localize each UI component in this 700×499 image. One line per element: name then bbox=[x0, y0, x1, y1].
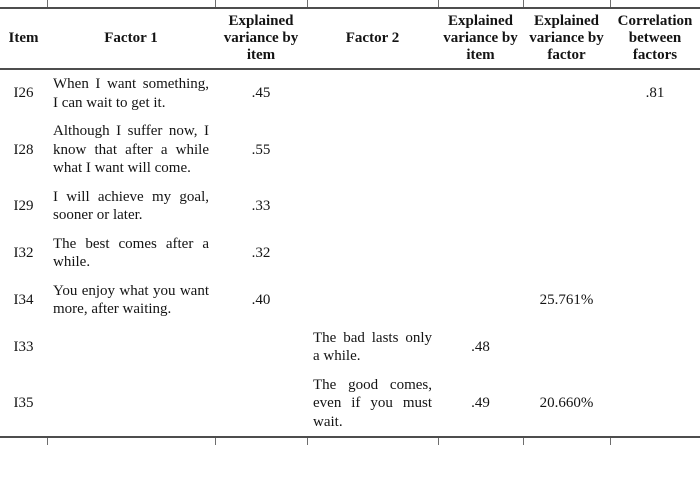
table-row: I33 The bad lasts only a while. .48 bbox=[0, 324, 700, 371]
factor2-statement: The good comes, even if you must wait. bbox=[307, 370, 438, 438]
table-row: I34 You enjoy what you want more, after … bbox=[0, 277, 700, 324]
explained-variance-item2-value bbox=[438, 183, 523, 230]
table-header: Item Factor 1 Explained variance by item… bbox=[0, 7, 700, 70]
explained-variance-item2-value bbox=[438, 230, 523, 277]
factor1-statement bbox=[47, 324, 215, 371]
correlation-value bbox=[610, 230, 700, 277]
explained-variance-item2-value bbox=[438, 117, 523, 183]
explained-variance-factor-value bbox=[523, 69, 610, 117]
explained-variance-item2-value bbox=[438, 69, 523, 117]
factor2-statement bbox=[307, 69, 438, 117]
factor1-statement: When I want something, I can wait to get… bbox=[53, 76, 209, 111]
explained-variance-item2-value: .49 bbox=[438, 370, 523, 438]
header-row: Item Factor 1 Explained variance by item… bbox=[0, 7, 700, 70]
item-id: I33 bbox=[13, 338, 34, 355]
column-tick bbox=[610, 0, 611, 7]
explained-variance-item1-value: .40 bbox=[251, 291, 271, 308]
explained-variance-factor-value: 25.761% bbox=[539, 291, 594, 308]
explained-variance-item2-value: .48 bbox=[471, 338, 490, 355]
col-header-factor1: Factor 1 bbox=[47, 7, 215, 70]
column-tick bbox=[523, 0, 524, 7]
explained-variance-item2-value bbox=[438, 277, 523, 324]
table-row: I28 Although I suffer now, I know that a… bbox=[0, 117, 700, 183]
factor1-statement: Although I suffer now, I know that after… bbox=[53, 123, 209, 176]
explained-variance-item1-value: .32 bbox=[251, 244, 271, 261]
item-id: I32 bbox=[13, 244, 34, 261]
table-row: I35 The good comes, even if you must wai… bbox=[0, 370, 700, 438]
factor2-statement bbox=[307, 277, 438, 324]
correlation-value bbox=[610, 183, 700, 230]
col-header-explained-variance-item2: Explained variance by item bbox=[438, 7, 523, 70]
explained-variance-factor-value bbox=[523, 183, 610, 230]
factor2-statement bbox=[307, 230, 438, 277]
item-id: I28 bbox=[13, 141, 34, 158]
explained-variance-item1-value: .33 bbox=[251, 197, 271, 214]
column-tick bbox=[523, 438, 524, 445]
correlation-value bbox=[610, 370, 700, 438]
column-tick bbox=[610, 438, 611, 445]
explained-variance-item1-value bbox=[215, 370, 307, 438]
column-tick bbox=[438, 0, 439, 7]
col-header-item: Item bbox=[0, 7, 47, 70]
factor2-statement: The bad lasts only a while. bbox=[313, 329, 432, 365]
col-header-correlation-between-factors: Correlation between factors bbox=[610, 7, 700, 70]
col-header-explained-variance-item1: Explained variance by item bbox=[215, 7, 307, 70]
explained-variance-factor-value bbox=[523, 230, 610, 277]
explained-variance-item1-value: .45 bbox=[251, 85, 271, 102]
item-id: I26 bbox=[13, 85, 34, 102]
column-tick bbox=[215, 438, 216, 445]
column-tick bbox=[307, 438, 308, 445]
correlation-value bbox=[610, 277, 700, 324]
col-header-explained-variance-factor: Explained variance by factor bbox=[523, 7, 610, 70]
explained-variance-factor-value: 20.660% bbox=[523, 370, 610, 438]
item-id: I34 bbox=[13, 291, 34, 308]
bottom-column-ticks bbox=[0, 438, 700, 445]
col-header-factor2: Factor 2 bbox=[307, 7, 438, 70]
item-id: I29 bbox=[13, 197, 34, 214]
correlation-value bbox=[610, 324, 700, 371]
column-tick bbox=[307, 0, 308, 7]
factor1-statement: The best comes after a while. bbox=[53, 235, 209, 271]
table-row: I32 The best comes after a while. .32 bbox=[0, 230, 700, 277]
column-tick bbox=[438, 438, 439, 445]
column-tick bbox=[47, 0, 48, 7]
column-tick bbox=[215, 0, 216, 7]
explained-variance-item1-value: .55 bbox=[251, 141, 271, 158]
factor1-statement: I will achieve my goal, sooner or later. bbox=[53, 188, 209, 224]
column-tick bbox=[47, 438, 48, 445]
explained-variance-item1-value bbox=[215, 324, 307, 371]
factor2-statement bbox=[307, 183, 438, 230]
factor1-statement bbox=[47, 370, 215, 438]
table-body: I26 When I want something, I can wait to… bbox=[0, 69, 700, 438]
top-column-ticks bbox=[0, 0, 700, 7]
item-id: I35 bbox=[0, 370, 47, 438]
correlation-value: .81 bbox=[645, 85, 665, 102]
explained-variance-factor-value bbox=[523, 324, 610, 371]
explained-variance-factor-value bbox=[523, 117, 610, 183]
factor1-statement: You enjoy what you want more, after wait… bbox=[53, 282, 209, 318]
correlation-value bbox=[610, 117, 700, 183]
table-row: I26 When I want something, I can wait to… bbox=[0, 69, 700, 117]
factor2-statement bbox=[307, 117, 438, 183]
factor-analysis-table: Item Factor 1 Explained variance by item… bbox=[0, 7, 700, 438]
table-row: I29 I will achieve my goal, sooner or la… bbox=[0, 183, 700, 230]
